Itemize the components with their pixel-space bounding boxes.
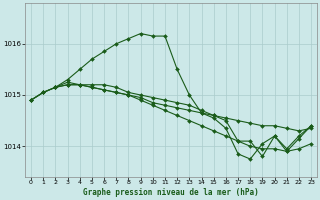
X-axis label: Graphe pression niveau de la mer (hPa): Graphe pression niveau de la mer (hPa) (83, 188, 259, 197)
